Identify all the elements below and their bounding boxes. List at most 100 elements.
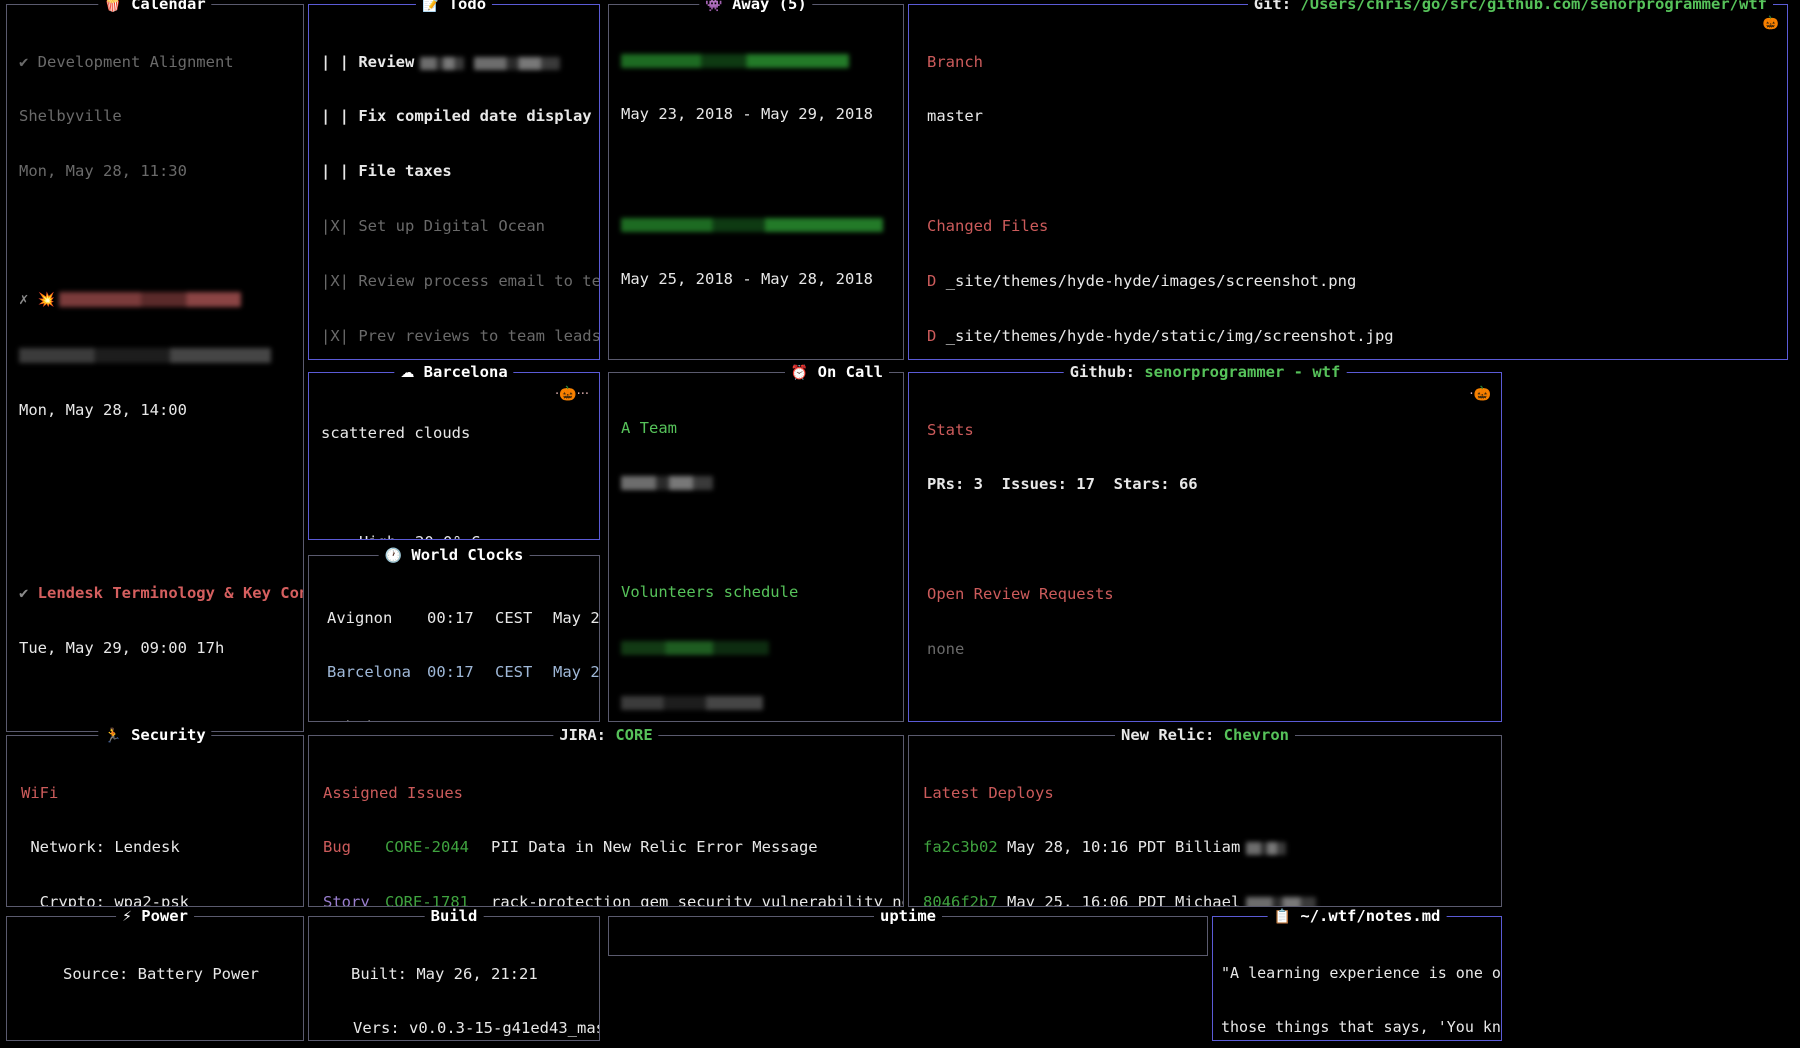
- memo-icon: 📝: [421, 0, 440, 13]
- github-badge: ·🎃: [1469, 386, 1491, 402]
- calendar-event-title: Lendesk Terminology & Key Conc: [37, 584, 303, 603]
- redacted-text: [59, 292, 242, 308]
- github-repo: senorprogrammer - wtf: [1144, 363, 1341, 381]
- calendar-event-time: Mon, May 28, 11:30: [19, 162, 187, 181]
- git-body: Branch master Changed Files D _site/them…: [909, 5, 1787, 359]
- widget-weather-title: ☁ Barcelona: [394, 363, 514, 382]
- table-row: Dubai02:17+04May 29: [327, 718, 599, 721]
- calendar-event-time: Mon, May 28, 14:00: [19, 401, 187, 420]
- calendar-event-place: Shelbyville: [19, 107, 122, 126]
- security-crypto: wpa2-psk: [114, 893, 189, 906]
- widget-security-title: 🏃 Security: [98, 726, 212, 745]
- jira-body: Assigned Issues Bug CORE-2044 PII Data in …: [309, 736, 903, 906]
- widget-build[interactable]: Build Built: May 26, 21:21 Vers: v0.0.3-…: [308, 907, 600, 1041]
- git-changed-file: D _site/themes/hyde-hyde/static/img/scre…: [927, 327, 1394, 346]
- list-item[interactable]: | | Review: [321, 53, 589, 71]
- table-row[interactable]: Story CORE-1781 rack-protection gem securi…: [323, 893, 903, 906]
- widget-power-title: ⚡ Power: [116, 907, 194, 926]
- github-stats: PRs: 3 Issues: 17 Stars: 66: [927, 475, 1198, 494]
- build-body: Built: May 26, 21:21 Vers: v0.0.3-15-g41…: [309, 917, 599, 1040]
- weather-badge-dots: ·🎃···: [555, 386, 589, 402]
- widget-away-title: 👾 Away (5): [699, 0, 813, 14]
- table-row[interactable]: Bug CORE-2044 PII Data in New Relic Error …: [323, 838, 818, 857]
- widget-notes-title: 📋 ~/.wtf/notes.md: [1267, 907, 1447, 926]
- oncall-body: A Team Volunteers schedule Management sc…: [609, 373, 903, 721]
- table-row: 8046f2b7 May 25, 16:06 PDT Michael: [923, 893, 1491, 906]
- jack-o-lantern-icon: 🎃: [559, 386, 577, 402]
- away-dates: May 25, 2018 - May 28, 2018: [621, 270, 873, 289]
- jira-project: CORE: [615, 726, 653, 744]
- build-version: v0.0.3-15-g41ed43_maste: [409, 1019, 599, 1038]
- jack-o-lantern-icon: 🎃: [1762, 16, 1779, 31]
- widget-todo-title: 📝 Todo: [415, 0, 493, 14]
- weather-body: scattered clouds High: 20.0° C Current: …: [309, 373, 599, 539]
- git-changed-file: D _site/themes/hyde-hyde/images/screensh…: [927, 272, 1357, 291]
- widget-github-title: Github: senorprogrammer - wtf: [1063, 363, 1347, 382]
- widget-calendar-title: 🍿 Calendar: [98, 0, 212, 14]
- jack-o-lantern-icon: 🎃: [1473, 386, 1491, 402]
- widget-weather[interactable]: ☁ Barcelona scattered clouds High: 20.0°…: [308, 363, 600, 540]
- oncall-section-header: A Team: [621, 418, 677, 437]
- security-network: Lendesk: [114, 838, 180, 857]
- widget-calendar[interactable]: 🍿 Calendar ✔ Development Alignment Shelb…: [6, 0, 304, 732]
- widget-on-call[interactable]: ⏰ On Call A Team Volunteers schedule Man…: [608, 363, 904, 722]
- new-relic-body: Latest Deploys fa2c3b02 May 28, 10:16 PD…: [909, 736, 1501, 906]
- clipboard-icon: 📋: [1273, 909, 1292, 925]
- security-body: WiFi Network: Lendesk Crypto: wpa2-psk F…: [7, 736, 303, 906]
- clock-icon: 🕐: [384, 548, 403, 564]
- power-source: Battery Power: [137, 964, 259, 983]
- git-repo-path: /Users/chris/go/src/github.com/senorprog…: [1300, 0, 1767, 13]
- build-built: May 26, 21:21: [416, 964, 538, 983]
- cloud-icon: ☁: [400, 365, 415, 381]
- widget-new-relic[interactable]: New Relic: Chevron Latest Deploys fa2c3b…: [908, 726, 1502, 907]
- weather-high: 20.0° C: [415, 533, 480, 539]
- widget-notes[interactable]: 📋 ~/.wtf/notes.md "A learning experience…: [1212, 907, 1502, 1041]
- list-item[interactable]: |X| Set up Digital Ocean: [321, 217, 545, 236]
- widget-world-clocks-title: 🕐 World Clocks: [378, 546, 530, 565]
- redacted-text: [19, 348, 271, 364]
- new-relic-app: Chevron: [1223, 726, 1289, 744]
- widget-security[interactable]: 🏃 Security WiFi Network: Lendesk Crypto:…: [6, 726, 304, 907]
- notes-body: "A learning experience is one of those t…: [1213, 917, 1501, 1040]
- calendar-event-title: Development Alignment: [37, 52, 234, 71]
- notes-line: "A learning experience is one of: [1221, 964, 1501, 982]
- github-reviews-value: none: [927, 640, 965, 659]
- away-dates: May 23, 2018 - May 29, 2018: [621, 105, 873, 124]
- widget-jira[interactable]: JIRA: CORE Assigned Issues Bug CORE-2044 P…: [308, 726, 904, 907]
- weather-condition: scattered clouds: [321, 423, 471, 442]
- away-list: May 23, 2018 - May 29, 2018 May 25, 2018…: [609, 5, 903, 359]
- widget-todo[interactable]: 📝 Todo | | Review | | Fix compiled date …: [308, 0, 600, 360]
- todo-list[interactable]: | | Review | | Fix compiled date display…: [309, 5, 599, 359]
- widget-power[interactable]: ⚡ Power Source: Battery Power Charge: 10…: [6, 907, 304, 1041]
- lightning-icon: ⚡: [122, 909, 132, 925]
- alarm-clock-icon: ⏰: [790, 365, 809, 381]
- notes-line: those things that says, 'You know: [1221, 1018, 1501, 1036]
- popcorn-icon: 🍿: [104, 0, 122, 13]
- widget-on-call-title: ⏰ On Call: [784, 363, 889, 382]
- widget-git-title: Git: /Users/chris/go/src/github.com/seno…: [1247, 0, 1773, 14]
- list-item[interactable]: | | Fix compiled date display bug: [321, 107, 592, 126]
- widget-away[interactable]: 👾 Away (5) May 23, 2018 - May 29, 2018 M…: [608, 0, 904, 360]
- list-item[interactable]: |X| Review process email to team: [321, 272, 599, 291]
- alien-icon: 👾: [705, 0, 723, 13]
- widget-uptime[interactable]: uptime 15:17 up 4 days, 21:31, 5 users, …: [608, 907, 1208, 956]
- widget-jira-title: JIRA: CORE: [553, 726, 659, 745]
- github-body: Stats PRs: 3 Issues: 17 Stars: 66 Open R…: [927, 420, 1198, 659]
- calendar-event-time: Tue, May 29, 09:00 17h: [19, 639, 225, 658]
- widget-git[interactable]: Git: /Users/chris/go/src/github.com/seno…: [908, 0, 1788, 360]
- running-person-icon: 🏃: [104, 728, 122, 744]
- table-row: fa2c3b02 May 28, 10:16 PDT Billiam: [923, 838, 1491, 856]
- widget-uptime-title: uptime: [874, 907, 942, 926]
- list-item[interactable]: | | File taxes: [321, 162, 452, 181]
- oncall-section-header: Volunteers schedule: [621, 583, 799, 602]
- list-item[interactable]: |X| Prev reviews to team leads: [321, 327, 599, 346]
- widget-build-title: Build: [424, 907, 484, 926]
- git-branch: master: [927, 107, 983, 126]
- widget-new-relic-title: New Relic: Chevron: [1115, 726, 1295, 745]
- widget-github[interactable]: Github: senorprogrammer - wtf Stats PRs:…: [908, 363, 1502, 722]
